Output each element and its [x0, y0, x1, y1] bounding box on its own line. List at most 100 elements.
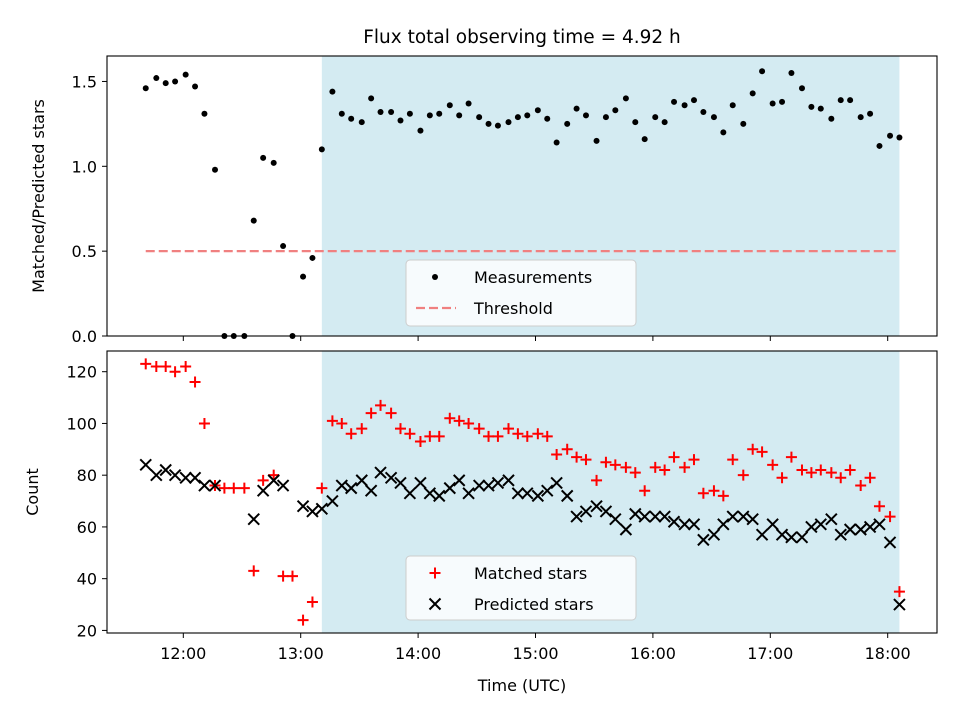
predicted-marker	[609, 512, 622, 526]
predicted-marker	[629, 507, 642, 521]
data-point	[329, 88, 336, 95]
predicted-marker	[335, 479, 349, 492]
matched-marker	[620, 461, 632, 473]
data-point	[270, 159, 277, 166]
matched-marker	[297, 614, 309, 626]
matched-marker	[571, 451, 583, 463]
matched-marker	[140, 358, 152, 370]
predicted-marker	[697, 533, 710, 547]
y-tick-label: 100	[66, 414, 97, 433]
legend-label: Measurements	[474, 268, 592, 287]
data-point	[212, 166, 219, 173]
data-point	[582, 112, 589, 119]
matched-marker	[697, 487, 709, 499]
data-point	[896, 134, 903, 141]
data-point	[280, 243, 287, 250]
matched-marker	[502, 423, 514, 435]
predicted-marker	[462, 487, 475, 500]
data-point	[887, 132, 894, 139]
predicted-marker	[482, 479, 495, 492]
predicted-marker	[247, 512, 260, 526]
predicted-marker	[785, 531, 798, 544]
panel-bottom: 20 40 60 80 100 120 12:00 13:00 14:00 15:00 16:00 1…	[23, 350, 938, 695]
data-point	[564, 120, 571, 127]
predicted-marker	[775, 528, 789, 541]
data-point	[817, 105, 824, 112]
predicted-marker	[726, 510, 739, 523]
predicted-marker	[863, 520, 877, 534]
data-point	[162, 80, 169, 87]
data-point	[759, 68, 766, 75]
data-point	[348, 115, 355, 122]
matched-marker	[277, 570, 289, 582]
predicted-marker	[306, 505, 319, 518]
predicted-marker	[179, 471, 192, 484]
predicted-marker	[344, 481, 358, 495]
legend-box	[405, 259, 637, 327]
predicted-marker	[521, 487, 534, 500]
matched-marker	[345, 428, 357, 440]
data-point	[417, 127, 424, 134]
y-tick-label: 20	[77, 621, 97, 640]
matched-marker	[453, 415, 465, 427]
matched-marker	[463, 417, 475, 429]
matched-marker	[375, 399, 387, 411]
matched-marker	[776, 472, 788, 484]
predicted-marker	[737, 510, 750, 523]
matched-marker	[512, 428, 524, 440]
predicted-marker	[267, 474, 280, 487]
predicted-marker	[208, 479, 222, 492]
data-point	[661, 119, 668, 126]
y-tick-label: 0.5	[72, 242, 97, 261]
matched-marker	[541, 430, 553, 442]
predicted-marker	[843, 523, 857, 536]
data-point	[338, 110, 345, 117]
predicted-marker	[276, 479, 290, 492]
predicted-marker	[717, 518, 730, 531]
data-point	[192, 83, 199, 90]
data-point	[388, 109, 395, 115]
matched-marker	[609, 459, 621, 471]
y-axis-label: Matched/Predicted stars	[29, 99, 48, 293]
predicted-marker	[374, 466, 387, 479]
data-point	[641, 136, 648, 143]
x-tick-label: 12:00	[160, 644, 206, 663]
predicted-marker	[168, 468, 182, 482]
predicted-marker	[472, 479, 486, 492]
matched-marker	[532, 428, 544, 440]
predicted-marker	[658, 510, 671, 523]
x-tick-label: 16:00	[630, 644, 676, 663]
matched-marker	[855, 480, 867, 492]
predicted-marker	[315, 502, 329, 516]
y-axis-label: Count	[23, 468, 42, 516]
predicted-marker	[364, 484, 378, 497]
axes-frame	[106, 350, 938, 634]
predicted-marker	[579, 505, 593, 518]
matched-marker	[659, 464, 671, 476]
matched-marker	[727, 454, 739, 466]
data-point	[788, 69, 795, 76]
legend-box	[405, 555, 637, 621]
y-tick-label: 1.0	[72, 157, 97, 176]
matched-marker	[767, 459, 779, 471]
matched-marker	[561, 443, 573, 455]
matched-marker	[825, 467, 837, 479]
y-tick-label: 60	[77, 518, 97, 537]
predicted-marker	[599, 505, 613, 518]
matched-marker	[228, 482, 240, 494]
data-point	[593, 137, 600, 144]
matched-marker	[737, 469, 749, 481]
predicted-marker	[443, 481, 457, 495]
predicted-marker	[873, 518, 886, 531]
predicted-marker	[491, 476, 505, 490]
predicted-marker	[590, 500, 603, 513]
matched-marker	[326, 415, 338, 427]
matched-marker	[238, 482, 250, 494]
matched-marker	[356, 423, 368, 435]
data-point	[720, 129, 727, 136]
matched-marker	[169, 366, 181, 378]
matched-marker	[433, 430, 445, 442]
data-point	[573, 105, 580, 112]
predicted-marker	[502, 474, 515, 487]
y-tick-label: 1.5	[72, 72, 97, 91]
